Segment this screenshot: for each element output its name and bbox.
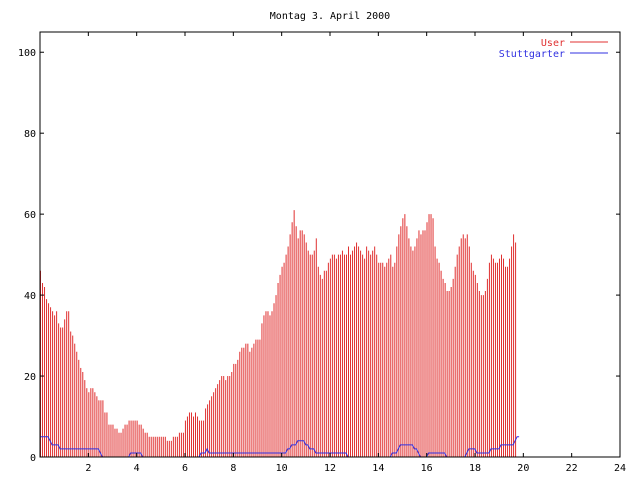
x-tick-label: 22 [566, 463, 578, 474]
x-tick-label: 4 [134, 463, 140, 474]
x-tick-label: 12 [324, 463, 336, 474]
chart-title: Montag 3. April 2000 [270, 11, 390, 22]
x-axis: 2 4 6 8 10 12 14 16 18 20 22 24 [85, 32, 626, 474]
x-tick-label: 14 [372, 463, 384, 474]
x-tick-label: 24 [614, 463, 626, 474]
y-tick-label: 0 [30, 453, 36, 464]
x-tick-label: 10 [276, 463, 288, 474]
y-tick-label: 100 [18, 48, 36, 59]
user-impulses [40, 210, 517, 457]
y-tick-label: 60 [24, 210, 36, 221]
x-tick-label: 18 [469, 463, 481, 474]
x-tick-label: 2 [85, 463, 91, 474]
x-tick-label: 8 [230, 463, 236, 474]
x-tick-label: 20 [517, 463, 529, 474]
y-axis: 0 20 40 60 80 100 [18, 48, 620, 464]
y-tick-label: 80 [24, 129, 36, 140]
legend-label-user: User [541, 38, 565, 49]
legend: User Stuttgarter [499, 38, 608, 60]
y-tick-label: 40 [24, 291, 36, 302]
x-tick-label: 6 [182, 463, 188, 474]
y-tick-label: 20 [24, 372, 36, 383]
legend-label-stuttgarter: Stuttgarter [499, 49, 565, 60]
x-tick-label: 16 [421, 463, 433, 474]
